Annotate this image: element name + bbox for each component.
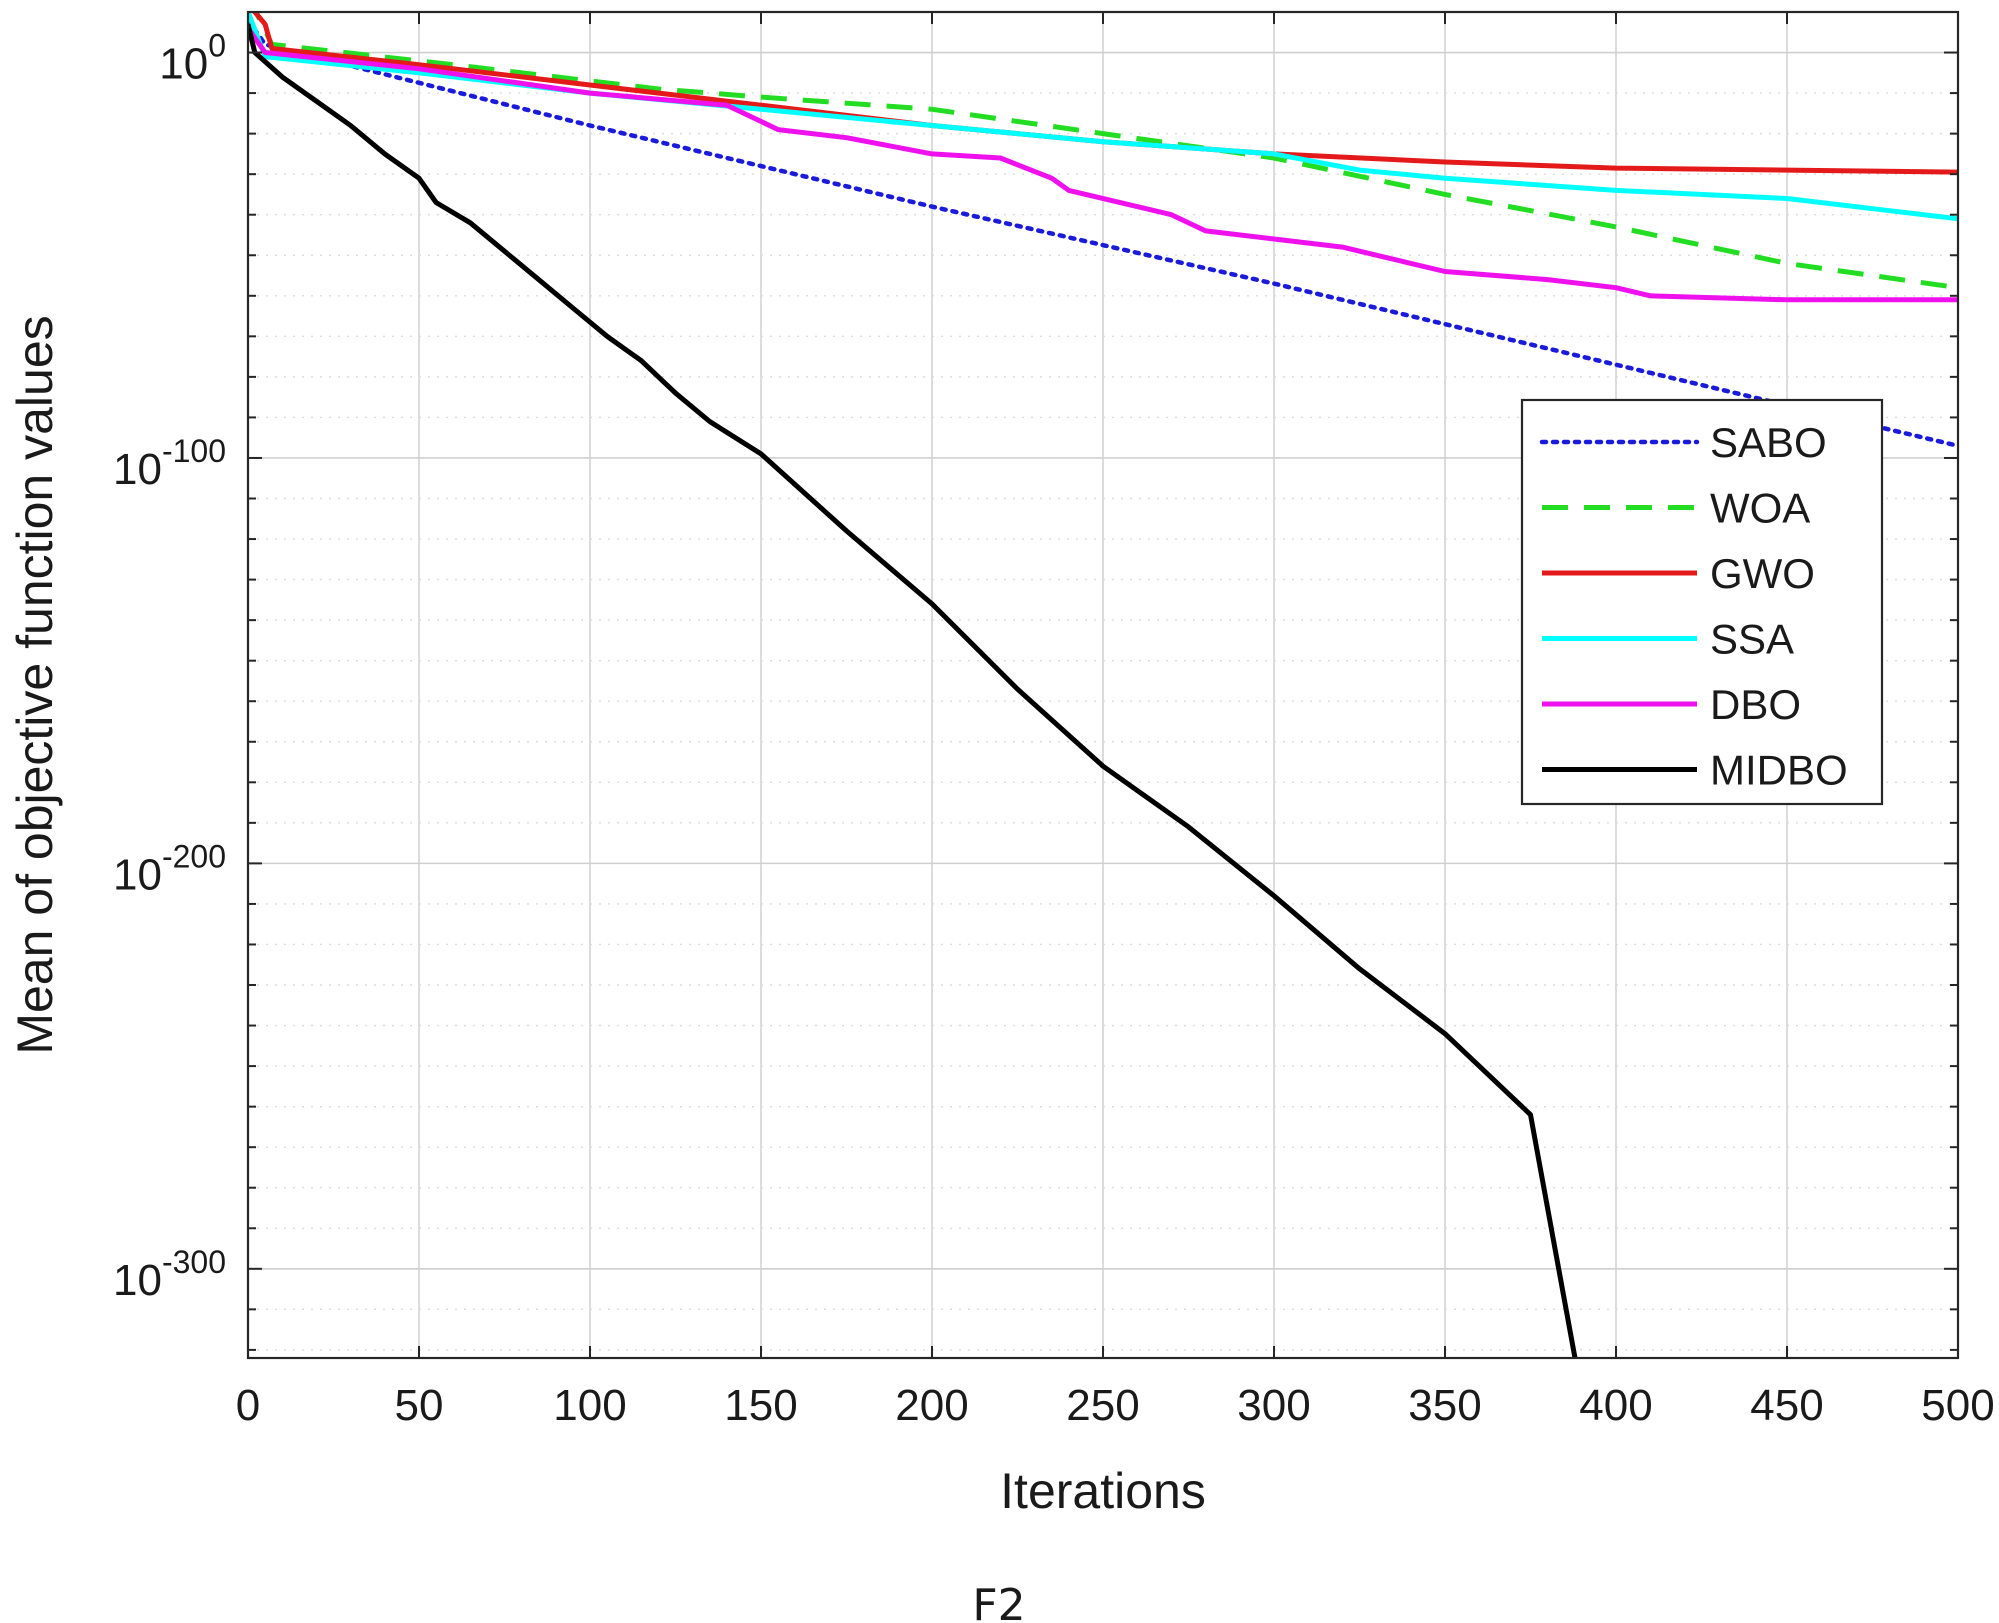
y-tick-label: 10-200 xyxy=(113,838,226,899)
x-tick-label: 450 xyxy=(1750,1381,1823,1430)
legend-label-dbo: DBO xyxy=(1710,681,1801,728)
series-line-dbo xyxy=(248,26,1958,303)
x-tick-label: 500 xyxy=(1921,1381,1994,1430)
legend-label-sabo: SABO xyxy=(1710,419,1827,466)
series-group xyxy=(248,12,1958,1358)
series-line-midbo xyxy=(248,23,1578,1358)
y-tick-label: 10-300 xyxy=(113,1244,226,1305)
series-line-sabo xyxy=(248,17,1958,449)
y-tick-label: 10-100 xyxy=(113,433,226,494)
series-line-woa xyxy=(253,12,1958,291)
x-tick-label: 300 xyxy=(1237,1381,1310,1430)
legend-label-woa: WOA xyxy=(1710,485,1810,532)
x-tick-label: 200 xyxy=(895,1381,968,1430)
x-tick-label: 250 xyxy=(1066,1381,1139,1430)
x-tick-label: 100 xyxy=(553,1381,626,1430)
legend-label-midbo: MIDBO xyxy=(1710,747,1848,794)
x-tick-label: 400 xyxy=(1579,1381,1652,1430)
figure-caption: F2 xyxy=(972,1580,1025,1623)
legend-box xyxy=(1520,398,1884,806)
x-tick-label: 350 xyxy=(1408,1381,1481,1430)
x-axis: 0 50 100 150 200 250 300 350 400 450 500 xyxy=(236,12,1995,1430)
y-tick-label: 100 xyxy=(159,28,226,89)
x-axis-label: Iterations xyxy=(1000,1463,1206,1519)
x-tick-label: 0 xyxy=(236,1381,260,1430)
legend: SABO WOA GWO SSA DBO MIDBO xyxy=(1520,398,1884,806)
x-tick-label: 150 xyxy=(724,1381,797,1430)
x-tick-label: 50 xyxy=(395,1381,444,1430)
legend-label-ssa: SSA xyxy=(1710,616,1794,663)
y-axis: 100 10-100 10-200 10-300 xyxy=(113,11,1958,1351)
series-line-ssa xyxy=(248,12,1958,222)
grid xyxy=(247,11,1959,1358)
y-axis-label: Mean of objective function values xyxy=(7,315,63,1054)
legend-label-gwo: GWO xyxy=(1710,550,1815,597)
